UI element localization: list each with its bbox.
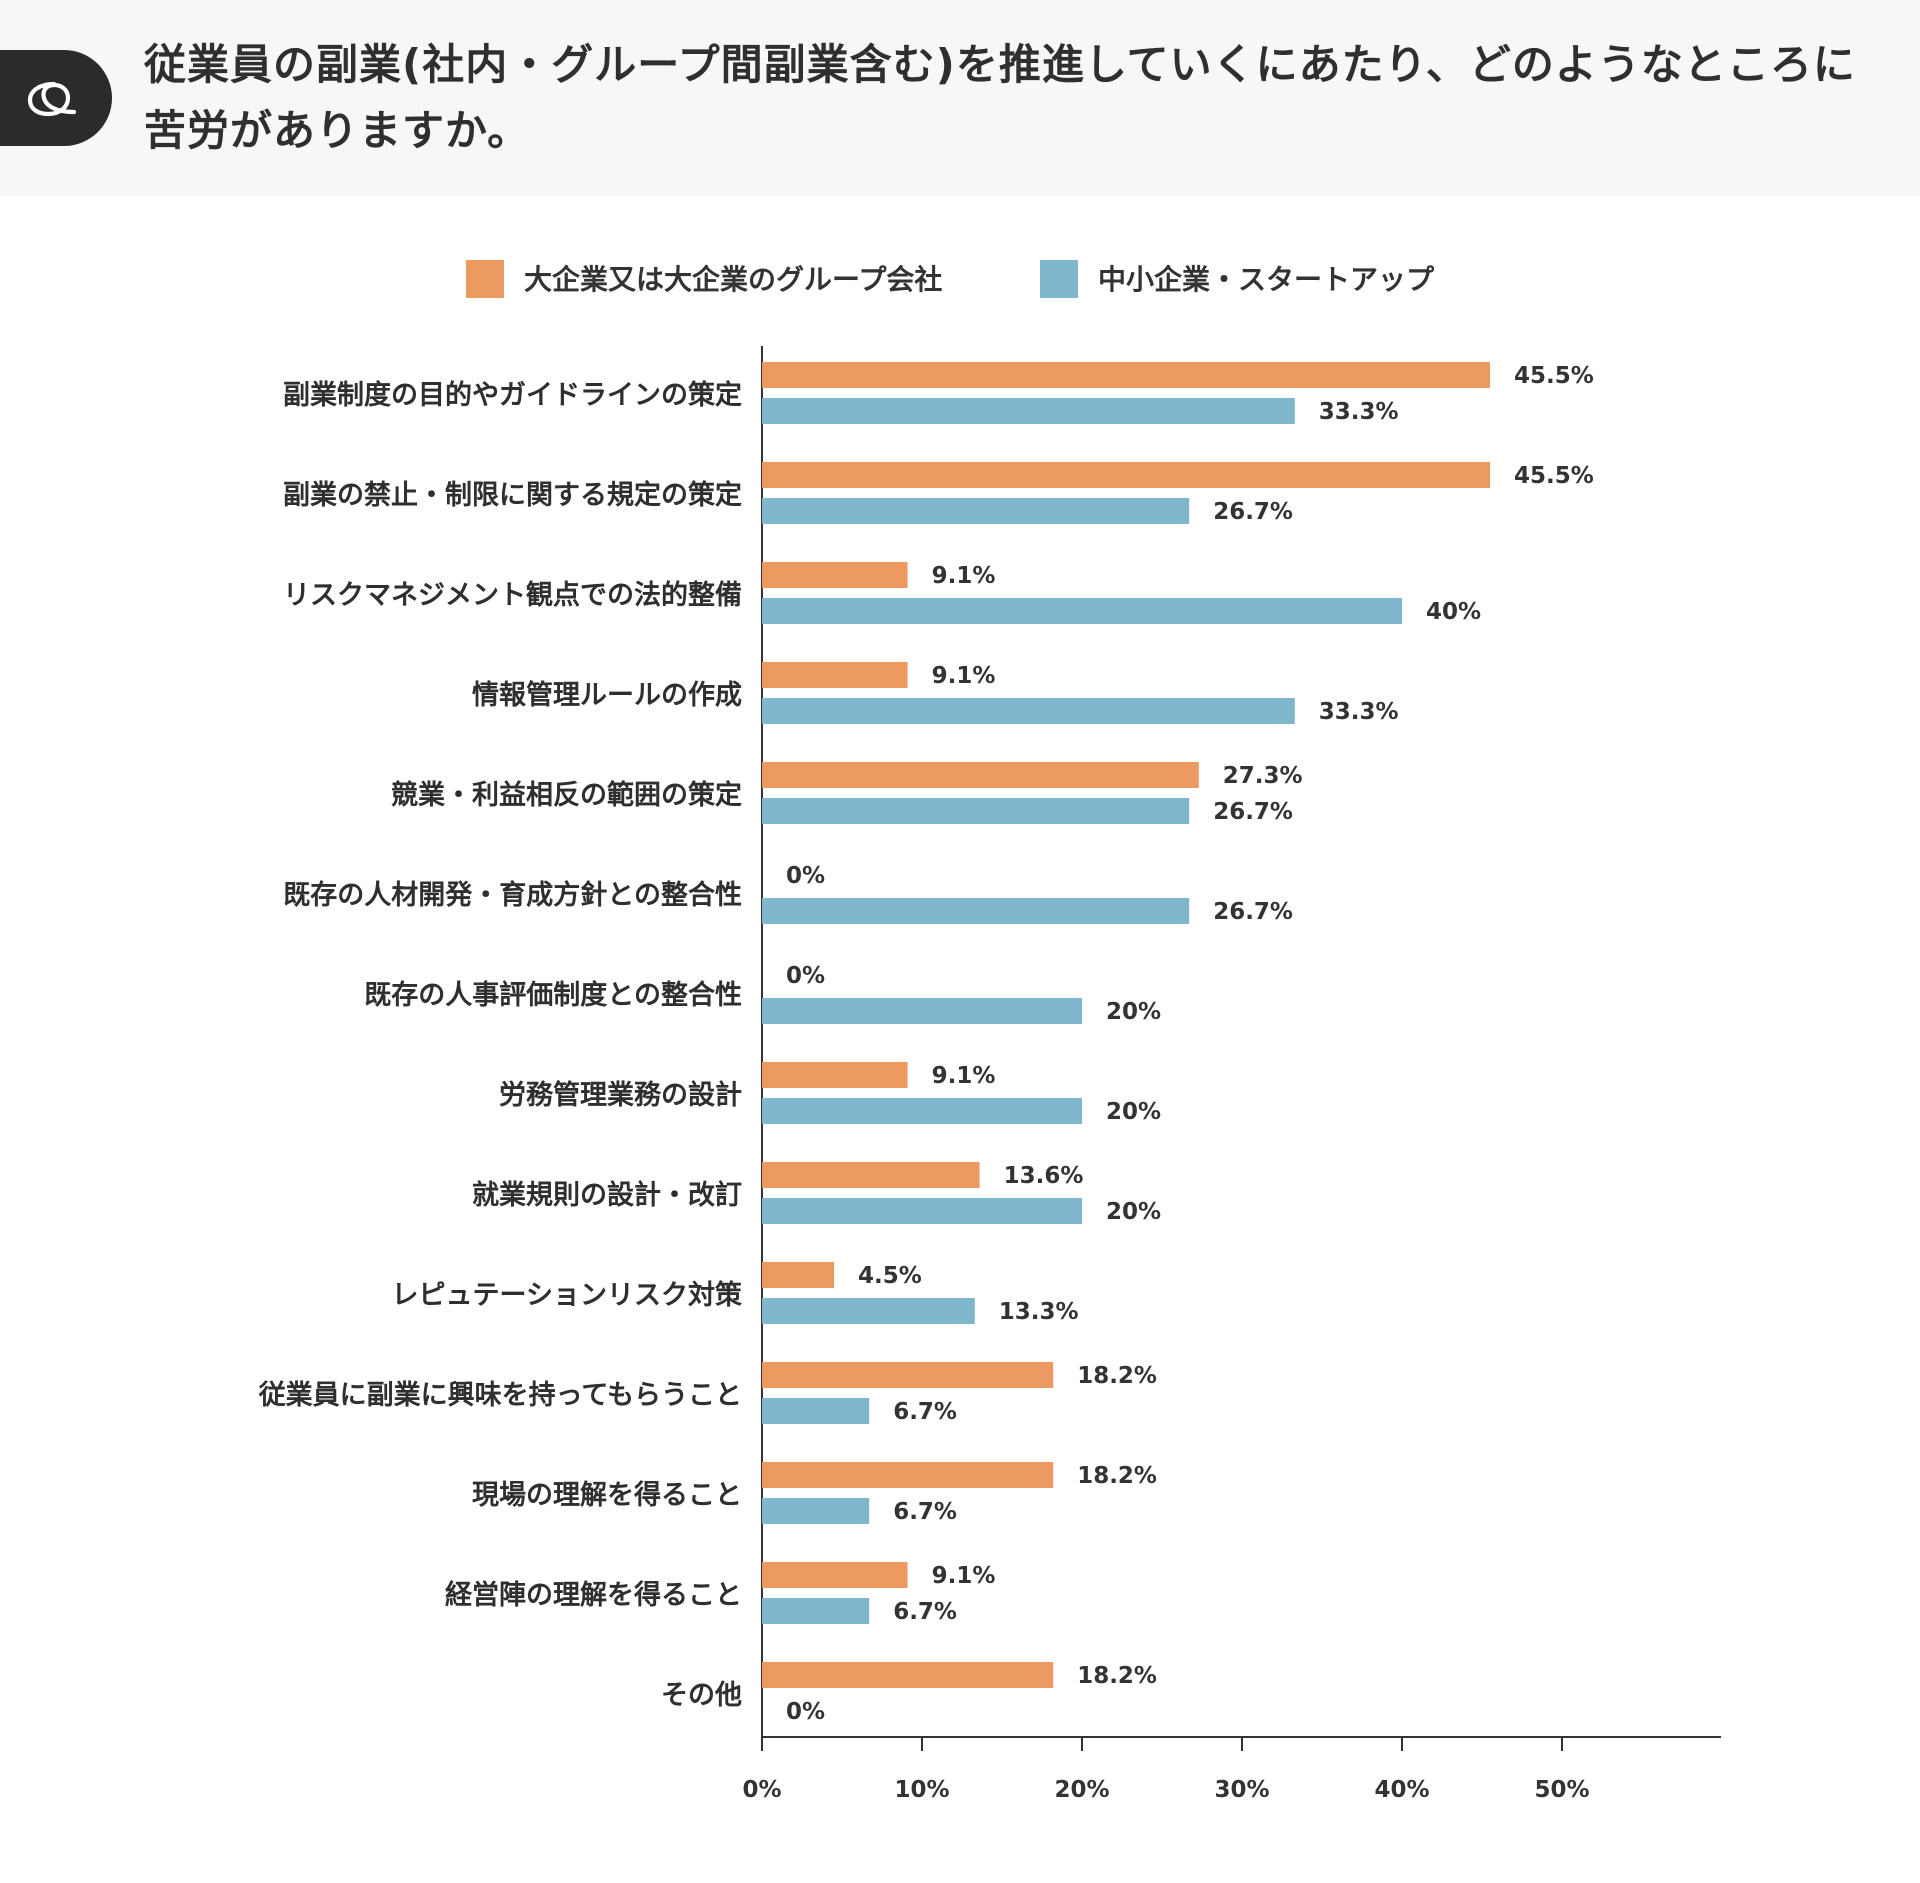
bar-large-company bbox=[762, 1562, 908, 1588]
category-label: 情報管理ルールの作成 bbox=[472, 680, 742, 711]
q-letter-icon bbox=[27, 81, 77, 117]
value-label-large: 9.1% bbox=[932, 1563, 996, 1589]
category-label: 現場の理解を得ること bbox=[472, 1480, 742, 1511]
bar-large-company bbox=[762, 1362, 1054, 1388]
category-label: 労務管理業務の設計 bbox=[499, 1079, 742, 1111]
question-badge bbox=[0, 50, 112, 146]
value-label-small: 20% bbox=[1106, 999, 1161, 1025]
bar-small-company bbox=[762, 1098, 1082, 1124]
value-label-small: 26.7% bbox=[1213, 899, 1293, 925]
value-label-small: 33.3% bbox=[1319, 699, 1399, 725]
bar-large-company bbox=[762, 1462, 1054, 1488]
bar-small-company bbox=[762, 598, 1402, 624]
legend-label-small: 中小企業・スタートアップ bbox=[1098, 263, 1435, 296]
value-label-large: 13.6% bbox=[1004, 1163, 1084, 1189]
category-label: 従業員に副業に興味を持ってもらうこと bbox=[258, 1380, 742, 1411]
bar-small-company bbox=[762, 1598, 870, 1624]
value-label-small: 40% bbox=[1426, 599, 1481, 625]
value-label-large: 45.5% bbox=[1514, 463, 1594, 489]
value-label-small: 6.7% bbox=[893, 1599, 957, 1625]
value-label-large: 9.1% bbox=[932, 663, 996, 689]
question-header: 従業員の副業(社内・グループ間副業含む)を推進していくにあたり、どのようなところ… bbox=[0, 0, 1920, 196]
bar-large-company bbox=[762, 1062, 908, 1088]
value-label-large: 0% bbox=[786, 863, 825, 889]
value-label-large: 18.2% bbox=[1077, 1463, 1157, 1489]
x-tick-label: 30% bbox=[1214, 1777, 1269, 1803]
value-label-large: 18.2% bbox=[1077, 1663, 1157, 1689]
x-tick-label: 20% bbox=[1054, 1777, 1109, 1803]
value-label-large: 27.3% bbox=[1223, 763, 1303, 789]
value-label-large: 18.2% bbox=[1077, 1363, 1157, 1389]
bar-small-company bbox=[762, 1198, 1082, 1224]
value-label-small: 13.3% bbox=[999, 1299, 1079, 1325]
bar-large-company bbox=[762, 562, 908, 588]
x-tick-label: 0% bbox=[742, 1777, 781, 1803]
value-label-large: 9.1% bbox=[932, 1063, 996, 1089]
x-tick-label: 10% bbox=[894, 1777, 949, 1803]
bar-small-company bbox=[762, 698, 1295, 724]
question-text: 従業員の副業(社内・グループ間副業含む)を推進していくにあたり、どのようなところ… bbox=[144, 40, 1856, 155]
bar-small-company bbox=[762, 898, 1190, 924]
legend-label-large: 大企業又は大企業のグループ会社 bbox=[524, 263, 943, 296]
value-label-small: 26.7% bbox=[1213, 499, 1293, 525]
category-label: 副業制度の目的やガイドラインの策定 bbox=[283, 379, 742, 411]
value-label-large: 9.1% bbox=[932, 563, 996, 589]
bar-small-company bbox=[762, 998, 1082, 1024]
bar-large-company bbox=[762, 362, 1490, 388]
bar-large-company bbox=[762, 462, 1490, 488]
bar-small-company bbox=[762, 498, 1190, 524]
category-label: その他 bbox=[661, 1680, 742, 1711]
value-label-small: 26.7% bbox=[1213, 799, 1293, 825]
category-label: リスクマネジメント観点での法的整備 bbox=[283, 579, 742, 611]
bar-large-company bbox=[762, 1262, 834, 1288]
value-label-small: 0% bbox=[786, 1699, 825, 1725]
value-label-small: 20% bbox=[1106, 1199, 1161, 1225]
category-label: レピュテーションリスク対策 bbox=[392, 1279, 743, 1311]
bar-large-company bbox=[762, 1662, 1054, 1688]
value-label-small: 20% bbox=[1106, 1099, 1161, 1125]
legend-swatch-small bbox=[1040, 260, 1078, 298]
x-tick-label: 50% bbox=[1534, 1777, 1589, 1803]
category-label: 副業の禁止・制限に関する規定の策定 bbox=[283, 479, 742, 511]
value-label-large: 4.5% bbox=[858, 1263, 922, 1289]
bar-small-company bbox=[762, 1298, 975, 1324]
bar-large-company bbox=[762, 662, 908, 688]
bar-large-company bbox=[762, 762, 1199, 788]
bar-large-company bbox=[762, 1162, 980, 1188]
bar-small-company bbox=[762, 398, 1295, 424]
value-label-small: 6.7% bbox=[893, 1499, 957, 1525]
bar-small-company bbox=[762, 1498, 870, 1524]
chart-legend: 大企業又は大企業のグループ会社 中小企業・スタートアップ bbox=[0, 258, 1920, 302]
bar-small-company bbox=[762, 1398, 870, 1424]
value-label-small: 33.3% bbox=[1319, 399, 1399, 425]
category-label: 既存の人材開発・育成方針との整合性 bbox=[283, 879, 742, 911]
legend-swatch-large bbox=[466, 260, 504, 298]
x-tick-label: 40% bbox=[1374, 1777, 1429, 1803]
category-label: 既存の人事評価制度との整合性 bbox=[364, 979, 742, 1011]
category-label: 経営陣の理解を得ること bbox=[445, 1579, 742, 1611]
value-label-small: 6.7% bbox=[893, 1399, 957, 1425]
category-label: 競業・利益相反の範囲の策定 bbox=[391, 779, 742, 811]
category-label: 就業規則の設計・改訂 bbox=[472, 1179, 742, 1211]
value-label-large: 0% bbox=[786, 963, 825, 989]
value-label-large: 45.5% bbox=[1514, 363, 1594, 389]
bar-small-company bbox=[762, 798, 1190, 824]
